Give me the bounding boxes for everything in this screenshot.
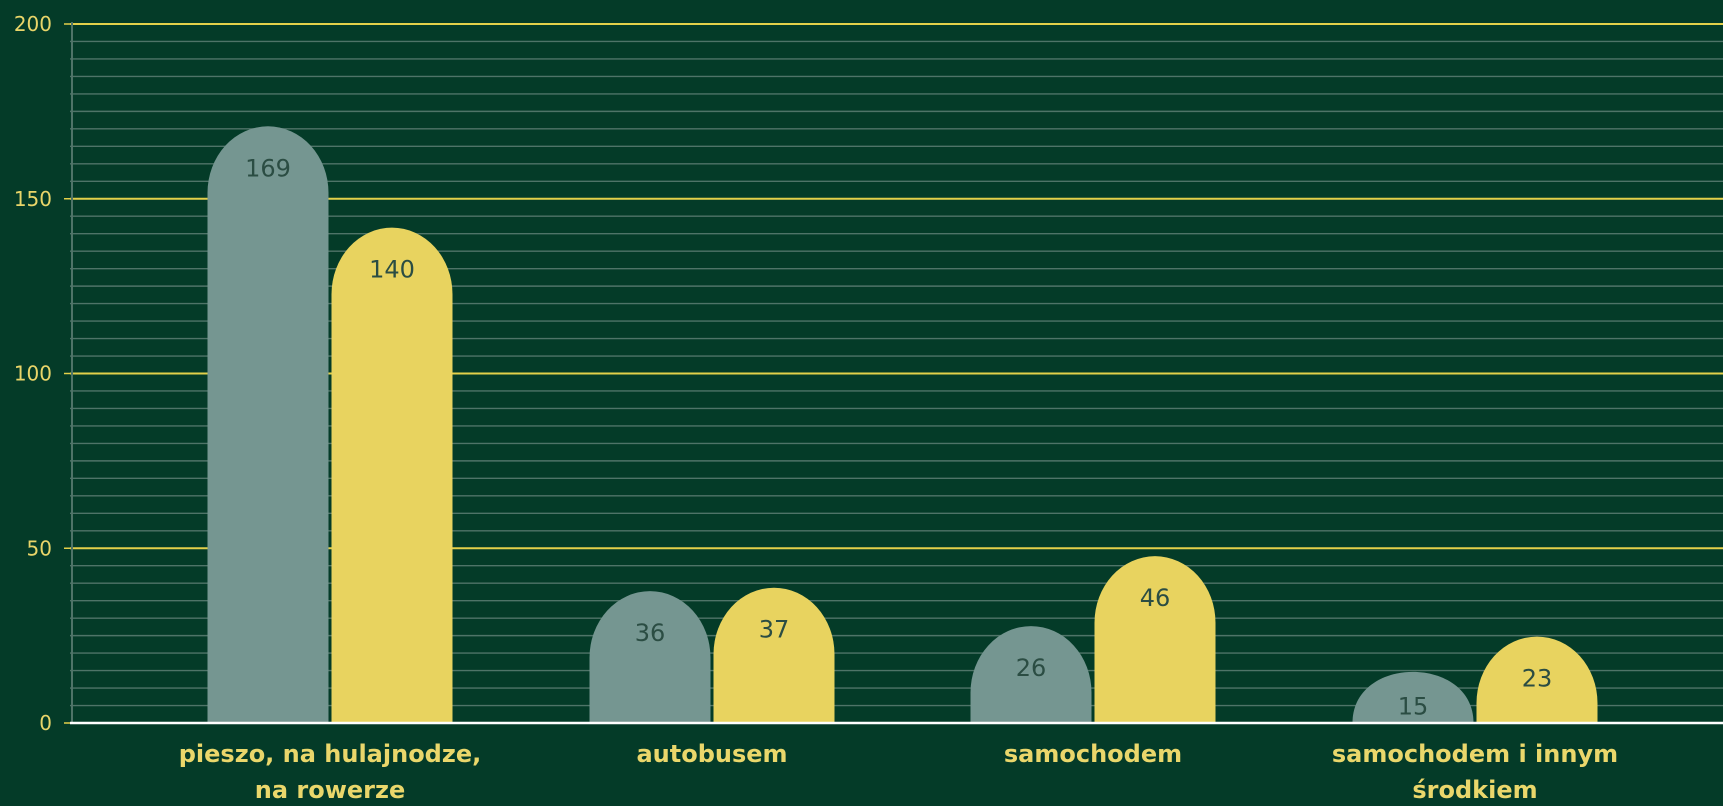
category-label: pieszo, na hulajnodze, na rowerze (179, 740, 481, 801)
category-label: samochodem (1004, 740, 1182, 768)
data-label: 46 (1140, 584, 1171, 612)
bar-series-1-cat-3 (970, 626, 1092, 723)
data-label: 15 (1398, 693, 1429, 721)
bar-series-2-cat-3 (1094, 556, 1216, 723)
data-label: 37 (759, 616, 790, 644)
bar-series-2-cat-1 (331, 227, 453, 723)
bar-series-1-cat-1 (207, 126, 329, 724)
y-tick-label: 50 (27, 536, 52, 560)
bar-series-2-cat-2 (713, 587, 835, 723)
bar-series-1-cat-2 (589, 591, 711, 723)
data-label: 23 (1522, 665, 1553, 693)
x-axis-category-labels: pieszo, na hulajnodze, na rowerze autobuse… (179, 740, 1618, 804)
category-label: samochodem i innym środkiem (1332, 740, 1618, 801)
data-label: 169 (245, 154, 291, 182)
category-label: autobusem (636, 740, 787, 768)
y-tick-label: 100 (14, 362, 52, 386)
bar-series-1-cat-4 (1352, 671, 1474, 723)
y-axis: 0 50 100 150 200 (14, 12, 73, 735)
data-label: 26 (1016, 654, 1047, 682)
data-label: 140 (369, 256, 415, 284)
data-labels: 169 36 26 15 140 37 46 23 (245, 154, 1552, 720)
bar-series-2-cat-4 (1476, 636, 1598, 723)
y-tick-label: 200 (14, 12, 52, 36)
bars (70, 126, 1723, 725)
y-tick-label: 150 (14, 187, 52, 211)
data-label: 36 (635, 619, 666, 647)
y-tick-label: 0 (39, 711, 52, 735)
